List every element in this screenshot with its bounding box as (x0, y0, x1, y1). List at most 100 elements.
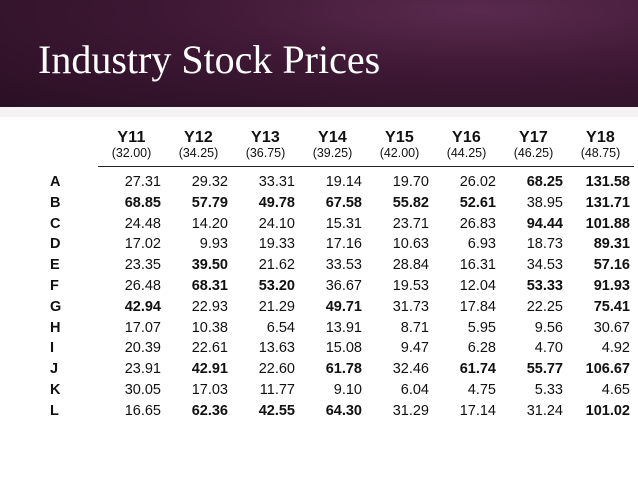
row-label-subheader-spacer (46, 146, 98, 161)
row-label: A (50, 174, 61, 190)
price-cell: 31.73 (392, 298, 429, 315)
row-label: E (50, 257, 60, 274)
table-row: I 20.39 22.61 13.63 15.08 9.47 6.28 4.70 4.92 (46, 338, 634, 359)
price-cell: 9.56 (534, 319, 563, 336)
price-cell: 6.93 (467, 236, 496, 253)
price-cell: 55.77 (526, 361, 563, 378)
header-divider-band (0, 107, 638, 117)
price-cell: 13.91 (325, 319, 362, 336)
price-cell: 91.93 (593, 277, 630, 294)
price-cell: 10.38 (191, 319, 228, 336)
price-cell: 29.32 (191, 174, 228, 190)
price-cell: 34.53 (526, 257, 563, 274)
price-cell: 17.84 (459, 298, 496, 315)
price-cell: 15.08 (325, 340, 362, 357)
column-header: Y11 (117, 129, 146, 146)
separator-cell (98, 161, 165, 167)
price-cell: 101.88 (585, 215, 630, 232)
table-row: E 23.35 39.50 21.62 33.53 28.84 16.31 34.53 57.1… (46, 255, 634, 276)
price-cell: 16.65 (124, 402, 161, 419)
price-cell: 26.48 (124, 277, 161, 294)
price-cell: 131.71 (585, 194, 630, 211)
price-cell: 19.14 (325, 174, 362, 190)
price-cell: 8.71 (400, 319, 429, 336)
price-cell: 22.60 (258, 361, 295, 378)
separator-cell (299, 161, 366, 167)
price-cell: 16.31 (459, 257, 496, 274)
price-cell: 24.48 (124, 215, 161, 232)
column-header-row: Y11 Y12 Y13 Y14 Y15 Y16 Y17 Y18 (46, 129, 634, 146)
separator-cell (567, 161, 634, 167)
row-label: C (50, 215, 61, 232)
price-cell: 9.47 (400, 340, 429, 357)
table-row: B 68.85 57.79 49.78 67.58 55.82 52.61 38.95 131.… (46, 193, 634, 214)
price-cell: 22.61 (191, 340, 228, 357)
price-cell: 21.29 (258, 298, 295, 315)
price-cell: 23.71 (392, 215, 429, 232)
price-cell: 6.54 (266, 319, 295, 336)
price-cell: 26.02 (459, 174, 496, 190)
column-subheader: (42.00) (379, 146, 420, 160)
price-cell: 21.62 (258, 257, 295, 274)
table-body: A 27.31 29.32 33.31 19.14 19.70 26.02 68.25 131.… (46, 172, 634, 422)
separator-cell (165, 161, 232, 167)
price-cell: 6.28 (467, 340, 496, 357)
column-header: Y15 (384, 129, 415, 146)
price-cell: 36.67 (325, 277, 362, 294)
price-cell: 75.41 (593, 298, 630, 315)
column-subheader: (44.25) (446, 146, 487, 160)
price-cell: 106.67 (585, 361, 630, 378)
price-cell: 31.24 (526, 402, 563, 419)
column-header: Y12 (183, 129, 214, 146)
price-cell: 4.75 (467, 381, 496, 398)
price-cell: 53.33 (526, 277, 563, 294)
table-row: A 27.31 29.32 33.31 19.14 19.70 26.02 68.25 131.… (46, 172, 634, 193)
price-cell: 17.03 (191, 381, 228, 398)
slide-content: Y11 Y12 Y13 Y14 Y15 Y16 Y17 Y18 (32.00) (34.25)(… (0, 117, 638, 479)
price-cell: 57.79 (191, 194, 228, 211)
price-cell: 61.74 (459, 361, 496, 378)
row-label: G (50, 298, 62, 315)
price-cell: 19.33 (258, 236, 295, 253)
price-cell: 49.78 (258, 194, 295, 211)
price-cell: 68.31 (191, 277, 228, 294)
table-row: L 16.65 62.36 42.55 64.30 31.29 17.14 31.24 101.… (46, 401, 634, 422)
price-cell: 23.91 (124, 361, 161, 378)
price-cell: 39.50 (191, 257, 228, 274)
row-label: K (50, 381, 61, 398)
price-cell: 68.85 (124, 194, 161, 211)
row-label: J (50, 361, 59, 378)
price-cell: 89.31 (593, 236, 630, 253)
price-cell: 28.84 (392, 257, 429, 274)
slide-title: Industry Stock Prices (38, 37, 381, 82)
price-cell: 5.33 (534, 381, 563, 398)
price-cell: 33.31 (258, 174, 295, 190)
row-label: L (50, 402, 59, 419)
price-cell: 18.73 (526, 236, 563, 253)
price-cell: 52.61 (459, 194, 496, 211)
price-cell: 55.82 (392, 194, 429, 211)
price-cell: 10.63 (392, 236, 429, 253)
column-header: Y16 (451, 129, 482, 146)
row-label: D (50, 236, 61, 253)
price-cell: 68.25 (526, 174, 563, 190)
price-cell: 4.92 (601, 340, 630, 357)
column-subheader: (48.75) (580, 146, 621, 160)
price-cell: 12.04 (459, 277, 496, 294)
price-cell: 4.65 (601, 381, 630, 398)
price-cell: 9.10 (333, 381, 362, 398)
price-cell: 4.70 (534, 340, 563, 357)
table-row: K 30.05 17.03 11.77 9.10 6.04 4.75 5.33 4.65 (46, 380, 634, 401)
table-row: D 17.02 9.93 19.33 17.16 10.63 6.93 18.73 89.31 (46, 234, 634, 255)
price-cell: 14.20 (191, 215, 228, 232)
price-cell: 30.05 (124, 381, 161, 398)
table-row: C 24.48 14.20 24.10 15.31 23.71 26.83 94.44 101.… (46, 214, 634, 235)
price-cell: 31.29 (392, 402, 429, 419)
separator-cell (232, 161, 299, 167)
row-label: B (50, 194, 61, 211)
header-underline-row (46, 161, 634, 167)
price-cell: 13.63 (258, 340, 295, 357)
separator-cell (433, 161, 500, 167)
price-cell: 20.39 (124, 340, 161, 357)
price-cell: 6.04 (400, 381, 429, 398)
